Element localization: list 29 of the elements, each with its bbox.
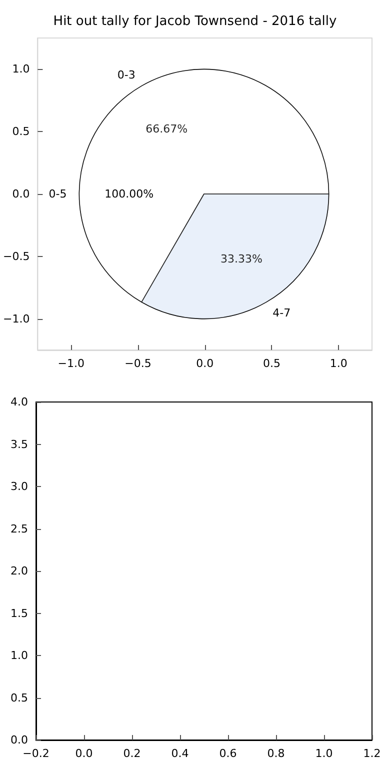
- x-tick-label: 0.0: [75, 747, 93, 760]
- y-tick-label: −0.5: [2, 250, 30, 263]
- x-tick-label: 0.6: [219, 747, 237, 760]
- x-tick-label: 0.8: [267, 747, 285, 760]
- y-tick-label: 4.0: [10, 396, 28, 408]
- x-tick-label: 1.0: [330, 357, 348, 370]
- y-tick-label: 1.5: [10, 606, 28, 620]
- y-tick-label: 0.5: [10, 691, 28, 704]
- x-tick-label: 0.2: [123, 747, 141, 760]
- x-tick-label: −0.5: [124, 357, 152, 370]
- y-tick-label: 0.0: [12, 188, 30, 200]
- x-tick-label: −1.0: [58, 357, 84, 370]
- slice-label: 0-5: [48, 188, 67, 200]
- chart-title: Hit out tally for Jacob Townsend - 2016 tally: [53, 14, 338, 29]
- y-tick-label: 3.0: [10, 480, 28, 493]
- y-tick-label: 1.0: [10, 649, 28, 662]
- y-tick-label: 1.0: [12, 62, 30, 76]
- x-tick-label: 0.0: [196, 357, 214, 370]
- x-tick-label: 0.4: [171, 747, 189, 760]
- y-tick-label: 3.5: [10, 438, 28, 451]
- x-tick-label: 1.0: [315, 747, 333, 760]
- y-tick-label: 0.5: [12, 125, 30, 138]
- y-tick-label: 0.0: [10, 734, 28, 746]
- y-tick-label: 2.5: [10, 522, 28, 536]
- x-tick-label: 0.5: [262, 357, 280, 370]
- y-tick-label: 2.0: [10, 564, 28, 578]
- x-tick-label: 1.2: [363, 747, 381, 760]
- y-tick-label: −1.0: [2, 312, 30, 326]
- x-tick-label: −0.2: [22, 747, 50, 760]
